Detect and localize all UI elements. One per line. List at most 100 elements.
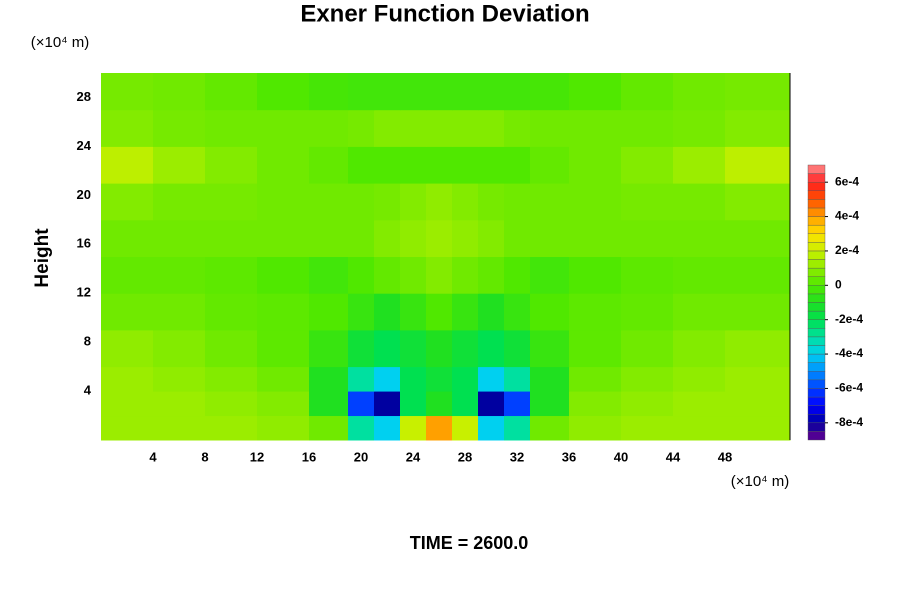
cell	[478, 366, 505, 392]
cell	[504, 415, 531, 441]
x-tick-label: 32	[510, 449, 524, 464]
cell	[673, 293, 726, 331]
cell	[530, 183, 570, 221]
cell	[478, 109, 505, 147]
colorbar-box	[807, 422, 826, 432]
cell	[530, 329, 570, 368]
cell	[400, 329, 427, 368]
colorbar-tick-label: -4e-4	[835, 346, 863, 360]
cell	[673, 109, 726, 147]
cell	[348, 109, 375, 147]
colorbar-box	[807, 224, 826, 234]
cell	[257, 415, 310, 441]
cell	[530, 415, 570, 441]
colorbar-box	[807, 207, 826, 217]
cell	[530, 109, 570, 147]
x-tick-label: 28	[458, 449, 472, 464]
cell	[153, 183, 206, 221]
cell	[426, 391, 453, 417]
cell	[569, 293, 622, 331]
cell	[569, 329, 622, 368]
cell	[101, 146, 154, 184]
y-tick-label: 20	[77, 187, 91, 202]
x-tick-label: 16	[302, 449, 316, 464]
colorbar-tick-label: -2e-4	[835, 312, 863, 326]
cell	[257, 256, 310, 294]
cell	[478, 219, 505, 257]
cell	[569, 109, 622, 147]
colorbar-box	[807, 233, 826, 243]
cell	[400, 146, 427, 184]
colorbar-tick-label: 2e-4	[835, 243, 859, 257]
cell	[673, 256, 726, 294]
cell	[504, 219, 531, 257]
colorbar-box	[807, 181, 826, 191]
cell	[205, 415, 258, 441]
cell	[374, 183, 401, 221]
cell	[101, 109, 154, 147]
cell	[426, 183, 453, 221]
cell	[530, 256, 570, 294]
x-unit: (×10⁴ m)	[731, 473, 790, 490]
colorbar-box	[807, 242, 826, 252]
cell	[504, 146, 531, 184]
cell	[374, 293, 401, 331]
cell	[504, 391, 531, 417]
cell	[426, 293, 453, 331]
cell	[426, 219, 453, 257]
cell	[348, 183, 375, 221]
cell	[504, 329, 531, 368]
cell	[309, 219, 349, 257]
colorbar-box	[807, 199, 826, 209]
cell	[205, 219, 258, 257]
cell	[621, 391, 674, 417]
cell	[257, 73, 310, 111]
cell	[569, 391, 622, 417]
x-tick-label: 48	[718, 449, 732, 464]
cell	[621, 329, 674, 368]
cell	[478, 415, 505, 441]
cell	[374, 329, 401, 368]
cell	[400, 366, 427, 392]
cell	[153, 256, 206, 294]
x-tick-label: 12	[250, 449, 264, 464]
colorbar-box	[807, 396, 826, 406]
cell	[673, 391, 726, 417]
cell	[725, 391, 791, 417]
cell	[101, 183, 154, 221]
colorbar-box	[807, 388, 826, 398]
cell	[400, 73, 427, 111]
time-label: TIME = 2600.0	[410, 533, 529, 553]
y-tick-label: 12	[77, 285, 91, 300]
cell	[569, 73, 622, 111]
cell	[426, 366, 453, 392]
cell	[504, 366, 531, 392]
x-tick-label: 4	[149, 449, 157, 464]
cell	[400, 293, 427, 331]
cell	[621, 73, 674, 111]
chart-title: Exner Function Deviation	[300, 0, 589, 27]
cell	[673, 219, 726, 257]
cell	[504, 256, 531, 294]
cell	[530, 366, 570, 392]
cell	[621, 183, 674, 221]
cell	[452, 109, 479, 147]
cell	[504, 293, 531, 331]
cell	[153, 146, 206, 184]
cell	[101, 329, 154, 368]
colorbar-box	[807, 405, 826, 415]
cell	[205, 109, 258, 147]
cell	[374, 366, 401, 392]
cell	[257, 329, 310, 368]
cell	[569, 183, 622, 221]
cell	[348, 391, 375, 417]
cell	[309, 146, 349, 184]
colorbar-box	[807, 173, 826, 183]
colorbar-tick-label: 4e-4	[835, 209, 859, 223]
cell	[348, 415, 375, 441]
cell	[153, 329, 206, 368]
cell	[309, 415, 349, 441]
cell	[621, 109, 674, 147]
cell	[452, 293, 479, 331]
